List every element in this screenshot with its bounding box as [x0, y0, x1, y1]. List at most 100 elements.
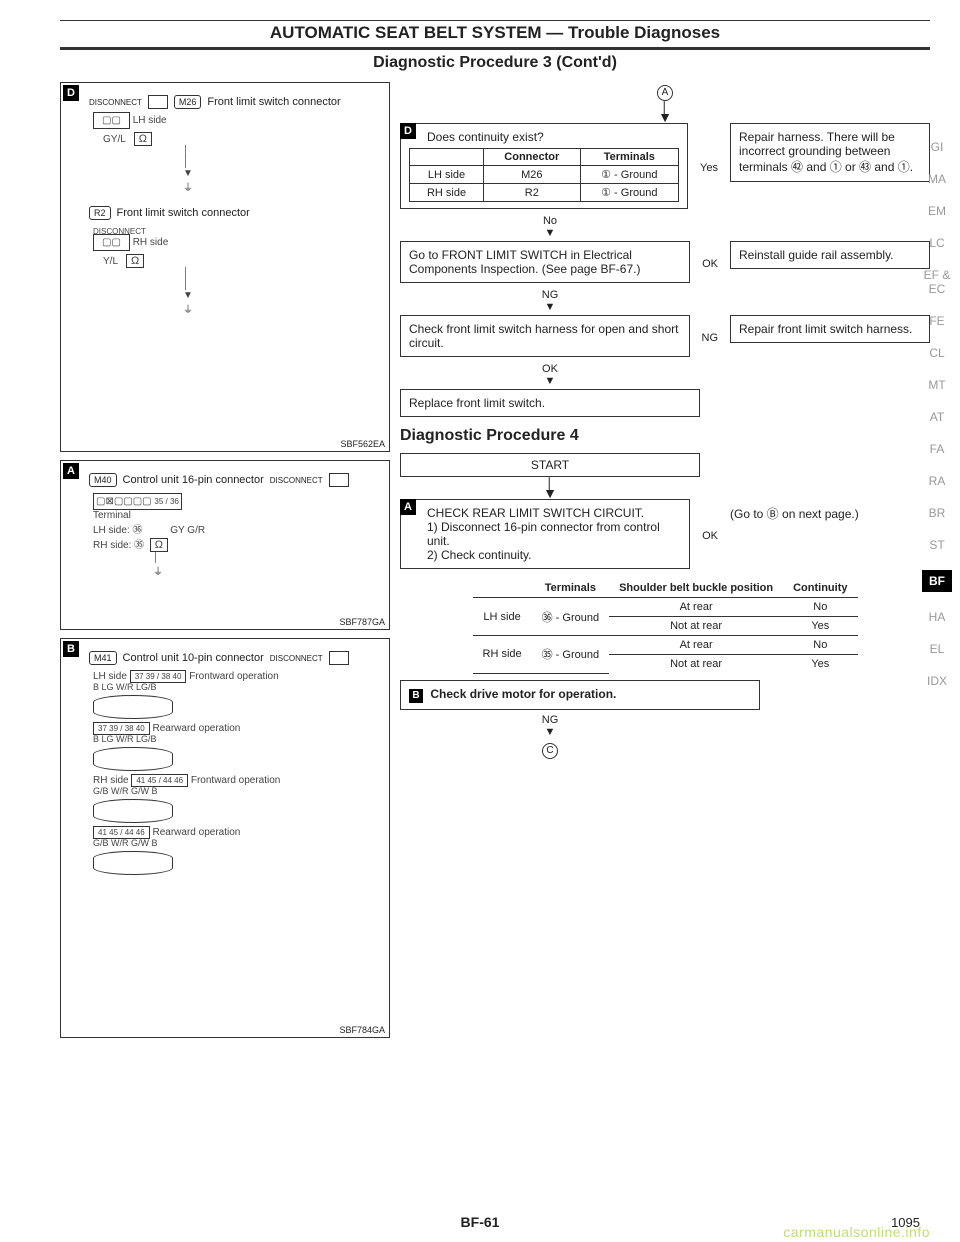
- diagram-a-label: Control unit 16-pin connector: [123, 474, 264, 486]
- wires-lh-rw: B LG W/R LG/B: [93, 734, 157, 744]
- conn-num-1: M26: [174, 95, 202, 109]
- tab-fe: FE: [922, 314, 952, 328]
- conn-a-num: M40: [89, 473, 117, 487]
- tab-br: BR: [922, 506, 952, 520]
- stepA-line2: 2) Check continuity.: [427, 548, 681, 562]
- ohm-icon-2: Ω: [126, 254, 144, 268]
- rh-terminal: RH side: ㉟: [93, 540, 144, 551]
- tab-ra: RA: [922, 474, 952, 488]
- flow3-step4: Replace front limit switch.: [400, 389, 700, 417]
- subtitle: Diagnostic Procedure 3 (Cont'd): [60, 54, 930, 72]
- step1-table: ConnectorTerminals LH sideM26① - Ground …: [409, 148, 679, 202]
- arrow-icon: │▼: [400, 105, 930, 121]
- diagram-a-sketch: ▢⊠▢▢▢▢ 35 / 36 Terminal LH side: ㊱ GY G/…: [93, 493, 381, 578]
- watermark: carmanualsonline.info: [783, 1224, 930, 1240]
- start-box: START: [400, 453, 700, 477]
- tab-bf: BF: [922, 570, 952, 592]
- diagram-d: D DISCONNECT M26 Front limit switch conn…: [60, 82, 390, 452]
- ok-label-a: OK: [702, 530, 718, 542]
- proc4-title: Diagnostic Procedure 4: [400, 427, 930, 445]
- tab-gi: GI: [922, 140, 952, 154]
- flow3-step3: Check front limit switch harness for ope…: [400, 315, 690, 357]
- rh-side-sketch: DISCONNECT ▢▢ RH side Y/L Ω ││▼⏚: [93, 226, 381, 316]
- lh-terminal: LH side: ㊱: [93, 525, 142, 536]
- rw-label-2: Rearward operation: [153, 827, 241, 838]
- tab-idx: IDX: [922, 674, 952, 688]
- disconnect-a: DISCONNECT: [270, 476, 323, 485]
- tab-mt: MT: [922, 378, 952, 392]
- circle-c: C: [542, 743, 558, 759]
- lh-fw-sketch: LH side 37 39 / 38 40 Frontward operatio…: [93, 671, 381, 719]
- ref-a: SBF787GA: [339, 617, 385, 627]
- section-title: AUTOMATIC SEAT BELT SYSTEM — Trouble Dia…: [60, 20, 930, 50]
- wires-rh-fw: G/B W/R G/W B: [93, 786, 158, 796]
- stepA-line1: 1) Disconnect 16-pin connector from cont…: [427, 520, 681, 548]
- tab-lc: LC: [922, 236, 952, 250]
- tab-cl: CL: [922, 346, 952, 360]
- flow4-stepB: B Check drive motor for operation.: [400, 680, 760, 710]
- connector-icon: [148, 95, 168, 109]
- stepB-text: Check drive motor for operation.: [430, 687, 616, 701]
- stepA-title: CHECK REAR LIMIT SWITCH CIRCUIT.: [427, 506, 681, 520]
- wires-a: GY G/R: [170, 525, 205, 536]
- ng-label-3: NG: [702, 332, 719, 344]
- disconnect-label: DISCONNECT: [89, 98, 142, 107]
- tab-ma: MA: [922, 172, 952, 186]
- corner-d: D: [63, 85, 79, 101]
- ohm-icon: Ω: [134, 132, 152, 146]
- ok-label-3: OK▼: [400, 363, 700, 387]
- wire-yl: Y/L: [103, 256, 118, 267]
- side-tabs: GI MA EM LC EF & EC FE CL MT AT FA RA BR…: [922, 140, 952, 688]
- tab-st: ST: [922, 538, 952, 552]
- rh-fw-sketch: RH side 41 45 / 44 46 Frontward operatio…: [93, 775, 381, 823]
- tab-el: EL: [922, 642, 952, 656]
- step1-action: Repair harness. There will be incorrect …: [730, 123, 930, 182]
- wires-rh-rw: G/B W/R G/W B: [93, 838, 158, 848]
- corner-b: B: [63, 641, 79, 657]
- lh-rw-sketch: 37 39 / 38 40 Rearward operation B LG W/…: [93, 723, 381, 771]
- fw-label-2: Frontward operation: [191, 775, 281, 786]
- flow3-step2: Go to FRONT LIMIT SWITCH in Electrical C…: [400, 241, 690, 283]
- lh-b: LH side: [93, 671, 127, 682]
- fw-label: Frontward operation: [189, 671, 279, 682]
- tab-efec: EF & EC: [922, 268, 952, 296]
- step2-action: Reinstall guide rail assembly.: [730, 241, 930, 269]
- lh-side-label: LH side: [133, 115, 167, 126]
- rh-rw-sketch: 41 45 / 44 46 Rearward operation G/B W/R…: [93, 827, 381, 875]
- diagram-b-label: Control unit 10-pin connector: [123, 652, 264, 664]
- connector-icon-b: [329, 651, 349, 665]
- terminal-label: Terminal: [93, 510, 131, 521]
- stepA-corner: A: [400, 499, 416, 515]
- rh-side-label: RH side: [133, 237, 169, 248]
- ok-label-2: OK: [702, 258, 718, 270]
- connector-icon-a: [329, 473, 349, 487]
- corner-a: A: [63, 463, 79, 479]
- ng-b: NG▼: [400, 714, 700, 738]
- tab-at: AT: [922, 410, 952, 424]
- diagram-a: A M40 Control unit 16-pin connector DISC…: [60, 460, 390, 630]
- step1-question: Does continuity exist?: [427, 130, 679, 144]
- yes-label: Yes: [700, 162, 718, 174]
- pins-a: 35 / 36: [154, 497, 178, 506]
- continuity-table: Terminals Shoulder belt buckle position …: [473, 579, 858, 674]
- lh-side-sketch: ▢▢ LH side GY/L Ω ││▼⏚: [93, 115, 381, 194]
- no-label: No▼: [400, 215, 700, 239]
- disconnect-b: DISCONNECT: [270, 654, 323, 663]
- ohm-a: Ω: [150, 538, 168, 552]
- tab-fa: FA: [922, 442, 952, 456]
- ng-label-2: NG▼: [400, 289, 700, 313]
- circle-a-top: A: [657, 85, 673, 101]
- diagram-d-label2: Front limit switch connector: [117, 207, 250, 219]
- rw-label: Rearward operation: [153, 723, 241, 734]
- right-column: A │▼ D Does continuity exist? ConnectorT…: [400, 82, 930, 1046]
- step3-action: Repair front limit switch harness.: [730, 315, 930, 343]
- wires-lh-fw: B LG W/R LG/B: [93, 682, 157, 692]
- flow3-step1: D Does continuity exist? ConnectorTermin…: [400, 123, 688, 209]
- conn-b-num: M41: [89, 651, 117, 665]
- ref-b: SBF784GA: [339, 1025, 385, 1035]
- stepB-corner: B: [409, 689, 423, 703]
- step1-corner: D: [400, 123, 416, 139]
- diagram-d-label1: Front limit switch connector: [207, 96, 340, 108]
- tab-ha: HA: [922, 610, 952, 624]
- ref-d: SBF562EA: [340, 439, 385, 449]
